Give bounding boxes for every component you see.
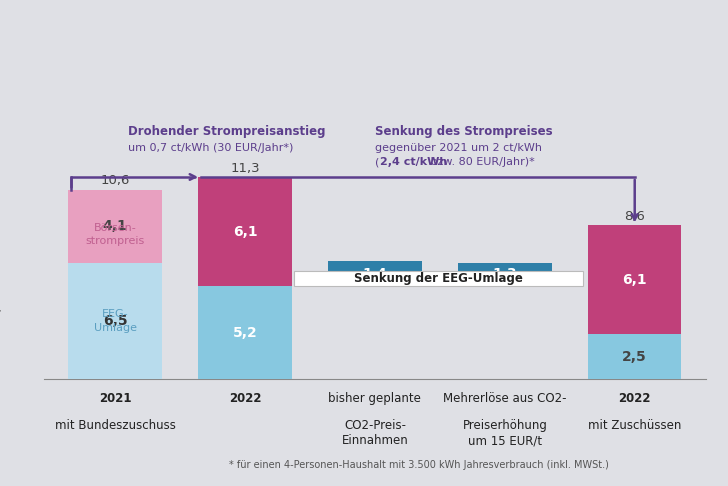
Text: bzw. 80 EUR/Jahr)*: bzw. 80 EUR/Jahr)* xyxy=(427,157,535,167)
Text: CO2-Preis-
Einnahmen: CO2-Preis- Einnahmen xyxy=(341,419,408,447)
Text: 1,4: 1,4 xyxy=(363,266,387,280)
Bar xyxy=(198,177,292,286)
Text: 1,3: 1,3 xyxy=(493,267,517,281)
Text: 2,5: 2,5 xyxy=(622,350,647,364)
Text: Senkung des Strompreises: Senkung des Strompreises xyxy=(375,125,553,138)
Text: 2022: 2022 xyxy=(619,393,651,405)
Text: 10,6: 10,6 xyxy=(100,174,130,188)
Text: 2,4 ct/kWh: 2,4 ct/kWh xyxy=(380,157,447,167)
Text: ct/kWh: ct/kWh xyxy=(0,281,2,320)
Text: um 0,7 ct/kWh (30 EUR/Jahr*): um 0,7 ct/kWh (30 EUR/Jahr*) xyxy=(128,143,293,153)
Text: 4,1: 4,1 xyxy=(103,219,127,233)
Text: bisher geplante: bisher geplante xyxy=(328,393,422,405)
Text: 2022: 2022 xyxy=(229,393,261,405)
Text: mit Zuschüssen: mit Zuschüssen xyxy=(588,419,681,433)
Bar xyxy=(68,263,162,379)
Bar xyxy=(588,226,681,334)
Text: 5,2: 5,2 xyxy=(233,326,258,340)
Text: 6,5: 6,5 xyxy=(103,314,127,328)
Text: 8,6: 8,6 xyxy=(625,210,645,223)
Bar xyxy=(198,286,292,379)
Text: Preiserhöhung
um 15 EUR/t: Preiserhöhung um 15 EUR/t xyxy=(462,419,547,447)
Bar xyxy=(588,334,681,379)
Text: 6,1: 6,1 xyxy=(622,273,647,287)
Bar xyxy=(328,261,422,286)
Text: Drohender Strompreisanstieg: Drohender Strompreisanstieg xyxy=(128,125,325,138)
Text: Börsen-
strompreis: Börsen- strompreis xyxy=(85,223,145,246)
Text: Senkung der EEG-Umlage: Senkung der EEG-Umlage xyxy=(354,272,523,285)
Text: gegenüber 2021 um 2 ct/kWh: gegenüber 2021 um 2 ct/kWh xyxy=(375,143,542,153)
Text: * für einen 4-Personen-Haushalt mit 3.500 kWh Jahresverbrauch (inkl. MWSt.): * für einen 4-Personen-Haushalt mit 3.50… xyxy=(229,460,609,469)
Bar xyxy=(458,263,552,286)
Text: 11,3: 11,3 xyxy=(230,162,260,175)
Text: mit Bundeszuschuss: mit Bundeszuschuss xyxy=(55,419,175,433)
Bar xyxy=(68,190,162,263)
Text: Mehrerlöse aus CO2-: Mehrerlöse aus CO2- xyxy=(443,393,566,405)
Text: 2021: 2021 xyxy=(99,393,131,405)
Text: (: ( xyxy=(375,157,379,167)
Text: 6,1: 6,1 xyxy=(233,225,257,239)
Text: EEG-
Umlage: EEG- Umlage xyxy=(94,310,137,332)
FancyBboxPatch shape xyxy=(294,271,582,286)
